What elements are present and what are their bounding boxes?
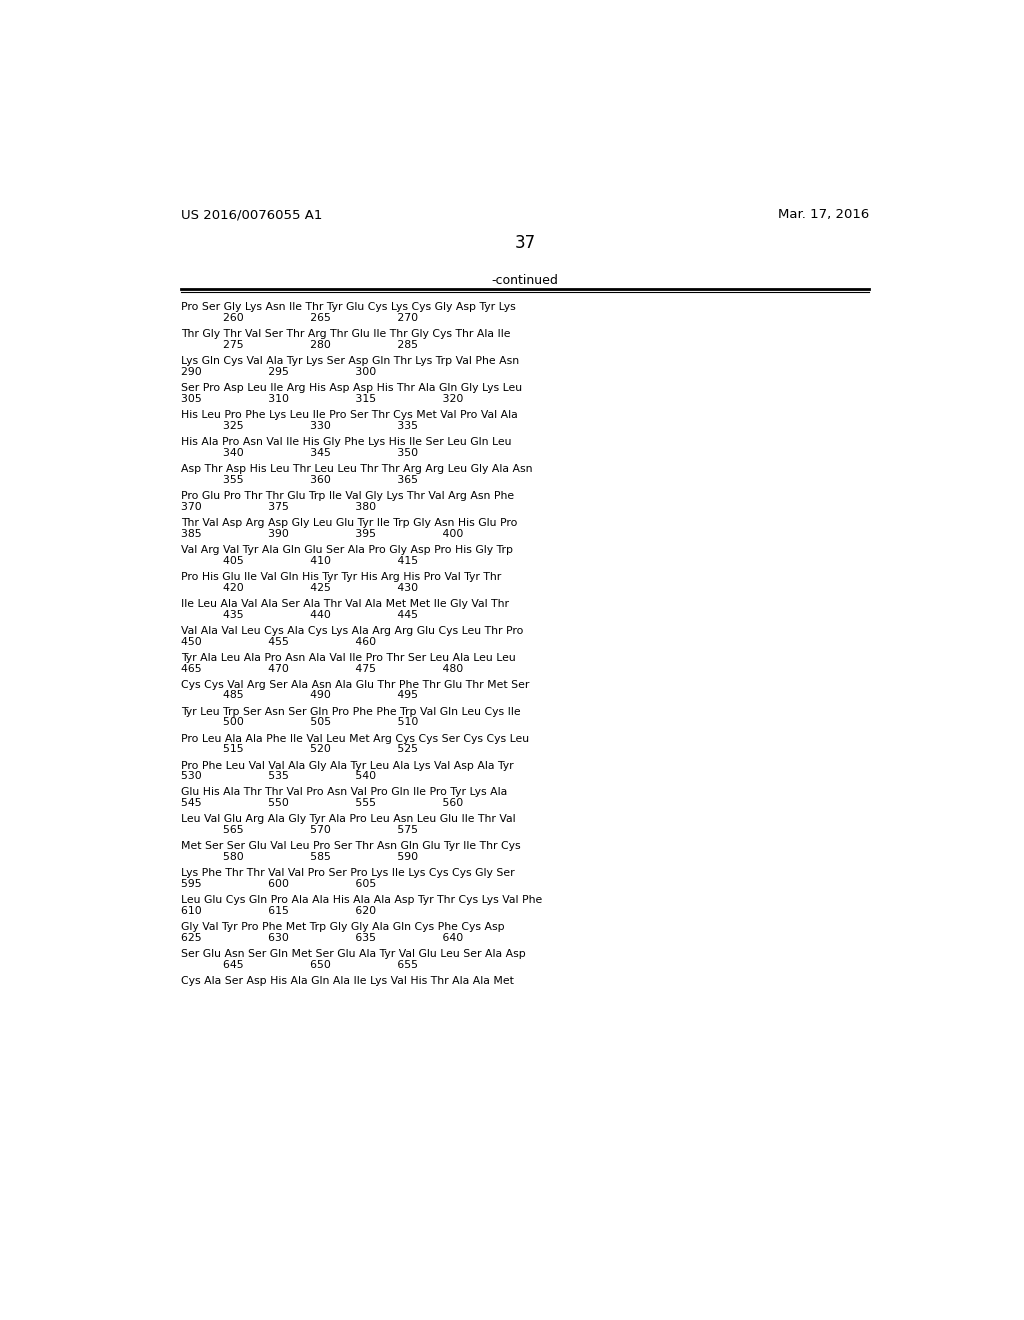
Text: Tyr Leu Trp Ser Asn Ser Gln Pro Phe Phe Trp Val Gln Leu Cys Ile: Tyr Leu Trp Ser Asn Ser Gln Pro Phe Phe … (180, 706, 520, 717)
Text: 485                   490                   495: 485 490 495 (180, 690, 418, 701)
Text: 405                   410                   415: 405 410 415 (180, 556, 418, 566)
Text: Pro Ser Gly Lys Asn Ile Thr Tyr Glu Cys Lys Cys Gly Asp Tyr Lys: Pro Ser Gly Lys Asn Ile Thr Tyr Glu Cys … (180, 302, 515, 313)
Text: Asp Thr Asp His Leu Thr Leu Leu Thr Thr Arg Arg Leu Gly Ala Asn: Asp Thr Asp His Leu Thr Leu Leu Thr Thr … (180, 465, 532, 474)
Text: Pro Glu Pro Thr Thr Glu Trp Ile Val Gly Lys Thr Val Arg Asn Phe: Pro Glu Pro Thr Thr Glu Trp Ile Val Gly … (180, 491, 514, 502)
Text: Leu Val Glu Arg Ala Gly Tyr Ala Pro Leu Asn Leu Glu Ile Thr Val: Leu Val Glu Arg Ala Gly Tyr Ala Pro Leu … (180, 814, 515, 825)
Text: Thr Gly Thr Val Ser Thr Arg Thr Glu Ile Thr Gly Cys Thr Ala Ile: Thr Gly Thr Val Ser Thr Arg Thr Glu Ile … (180, 330, 510, 339)
Text: 355                   360                   365: 355 360 365 (180, 475, 418, 484)
Text: 370                   375                   380: 370 375 380 (180, 502, 376, 512)
Text: Lys Gln Cys Val Ala Tyr Lys Ser Asp Gln Thr Lys Trp Val Phe Asn: Lys Gln Cys Val Ala Tyr Lys Ser Asp Gln … (180, 356, 519, 366)
Text: 625                   630                   635                   640: 625 630 635 640 (180, 933, 463, 942)
Text: Mar. 17, 2016: Mar. 17, 2016 (777, 209, 869, 222)
Text: His Ala Pro Asn Val Ile His Gly Phe Lys His Ile Ser Leu Gln Leu: His Ala Pro Asn Val Ile His Gly Phe Lys … (180, 437, 511, 447)
Text: 305                   310                   315                   320: 305 310 315 320 (180, 395, 463, 404)
Text: 420                   425                   430: 420 425 430 (180, 582, 418, 593)
Text: 340                   345                   350: 340 345 350 (180, 447, 418, 458)
Text: 595                   600                   605: 595 600 605 (180, 879, 376, 890)
Text: 610                   615                   620: 610 615 620 (180, 906, 376, 916)
Text: 37: 37 (514, 234, 536, 252)
Text: 385                   390                   395                   400: 385 390 395 400 (180, 529, 463, 539)
Text: 290                   295                   300: 290 295 300 (180, 367, 376, 378)
Text: 275                   280                   285: 275 280 285 (180, 341, 418, 350)
Text: Thr Val Asp Arg Asp Gly Leu Glu Tyr Ile Trp Gly Asn His Glu Pro: Thr Val Asp Arg Asp Gly Leu Glu Tyr Ile … (180, 517, 517, 528)
Text: 450                   455                   460: 450 455 460 (180, 636, 376, 647)
Text: Pro Phe Leu Val Val Ala Gly Ala Tyr Leu Ala Lys Val Asp Ala Tyr: Pro Phe Leu Val Val Ala Gly Ala Tyr Leu … (180, 760, 513, 771)
Text: 435                   440                   445: 435 440 445 (180, 610, 418, 619)
Text: 565                   570                   575: 565 570 575 (180, 825, 418, 836)
Text: Lys Phe Thr Thr Val Val Pro Ser Pro Lys Ile Lys Cys Cys Gly Ser: Lys Phe Thr Thr Val Val Pro Ser Pro Lys … (180, 869, 514, 878)
Text: Pro Leu Ala Ala Phe Ile Val Leu Met Arg Cys Cys Ser Cys Cys Leu: Pro Leu Ala Ala Phe Ile Val Leu Met Arg … (180, 734, 528, 743)
Text: 500                   505                   510: 500 505 510 (180, 718, 418, 727)
Text: Cys Cys Val Arg Ser Ala Asn Ala Glu Thr Phe Thr Glu Thr Met Ser: Cys Cys Val Arg Ser Ala Asn Ala Glu Thr … (180, 680, 529, 689)
Text: Ser Glu Asn Ser Gln Met Ser Glu Ala Tyr Val Glu Leu Ser Ala Asp: Ser Glu Asn Ser Gln Met Ser Glu Ala Tyr … (180, 949, 525, 960)
Text: Ile Leu Ala Val Ala Ser Ala Thr Val Ala Met Met Ile Gly Val Thr: Ile Leu Ala Val Ala Ser Ala Thr Val Ala … (180, 599, 509, 609)
Text: Val Ala Val Leu Cys Ala Cys Lys Ala Arg Arg Glu Cys Leu Thr Pro: Val Ala Val Leu Cys Ala Cys Lys Ala Arg … (180, 626, 523, 636)
Text: 325                   330                   335: 325 330 335 (180, 421, 418, 430)
Text: -continued: -continued (492, 275, 558, 286)
Text: 260                   265                   270: 260 265 270 (180, 313, 418, 323)
Text: Cys Ala Ser Asp His Ala Gln Ala Ile Lys Val His Thr Ala Ala Met: Cys Ala Ser Asp His Ala Gln Ala Ile Lys … (180, 977, 514, 986)
Text: Pro His Glu Ile Val Gln His Tyr Tyr His Arg His Pro Val Tyr Thr: Pro His Glu Ile Val Gln His Tyr Tyr His … (180, 572, 501, 582)
Text: Leu Glu Cys Gln Pro Ala Ala His Ala Ala Asp Tyr Thr Cys Lys Val Phe: Leu Glu Cys Gln Pro Ala Ala His Ala Ala … (180, 895, 542, 906)
Text: His Leu Pro Phe Lys Leu Ile Pro Ser Thr Cys Met Val Pro Val Ala: His Leu Pro Phe Lys Leu Ile Pro Ser Thr … (180, 411, 517, 420)
Text: 465                   470                   475                   480: 465 470 475 480 (180, 664, 463, 673)
Text: Met Ser Ser Glu Val Leu Pro Ser Thr Asn Gln Glu Tyr Ile Thr Cys: Met Ser Ser Glu Val Leu Pro Ser Thr Asn … (180, 841, 520, 851)
Text: Glu His Ala Thr Thr Val Pro Asn Val Pro Gln Ile Pro Tyr Lys Ala: Glu His Ala Thr Thr Val Pro Asn Val Pro … (180, 788, 507, 797)
Text: Ser Pro Asp Leu Ile Arg His Asp Asp His Thr Ala Gln Gly Lys Leu: Ser Pro Asp Leu Ile Arg His Asp Asp His … (180, 383, 522, 393)
Text: 645                   650                   655: 645 650 655 (180, 960, 418, 970)
Text: 545                   550                   555                   560: 545 550 555 560 (180, 799, 463, 808)
Text: Tyr Ala Leu Ala Pro Asn Ala Val Ile Pro Thr Ser Leu Ala Leu Leu: Tyr Ala Leu Ala Pro Asn Ala Val Ile Pro … (180, 653, 515, 663)
Text: 515                   520                   525: 515 520 525 (180, 744, 418, 754)
Text: Val Arg Val Tyr Ala Gln Glu Ser Ala Pro Gly Asp Pro His Gly Trp: Val Arg Val Tyr Ala Gln Glu Ser Ala Pro … (180, 545, 513, 554)
Text: 530                   535                   540: 530 535 540 (180, 771, 376, 781)
Text: 580                   585                   590: 580 585 590 (180, 853, 418, 862)
Text: US 2016/0076055 A1: US 2016/0076055 A1 (180, 209, 323, 222)
Text: Gly Val Tyr Pro Phe Met Trp Gly Gly Ala Gln Cys Phe Cys Asp: Gly Val Tyr Pro Phe Met Trp Gly Gly Ala … (180, 923, 505, 932)
